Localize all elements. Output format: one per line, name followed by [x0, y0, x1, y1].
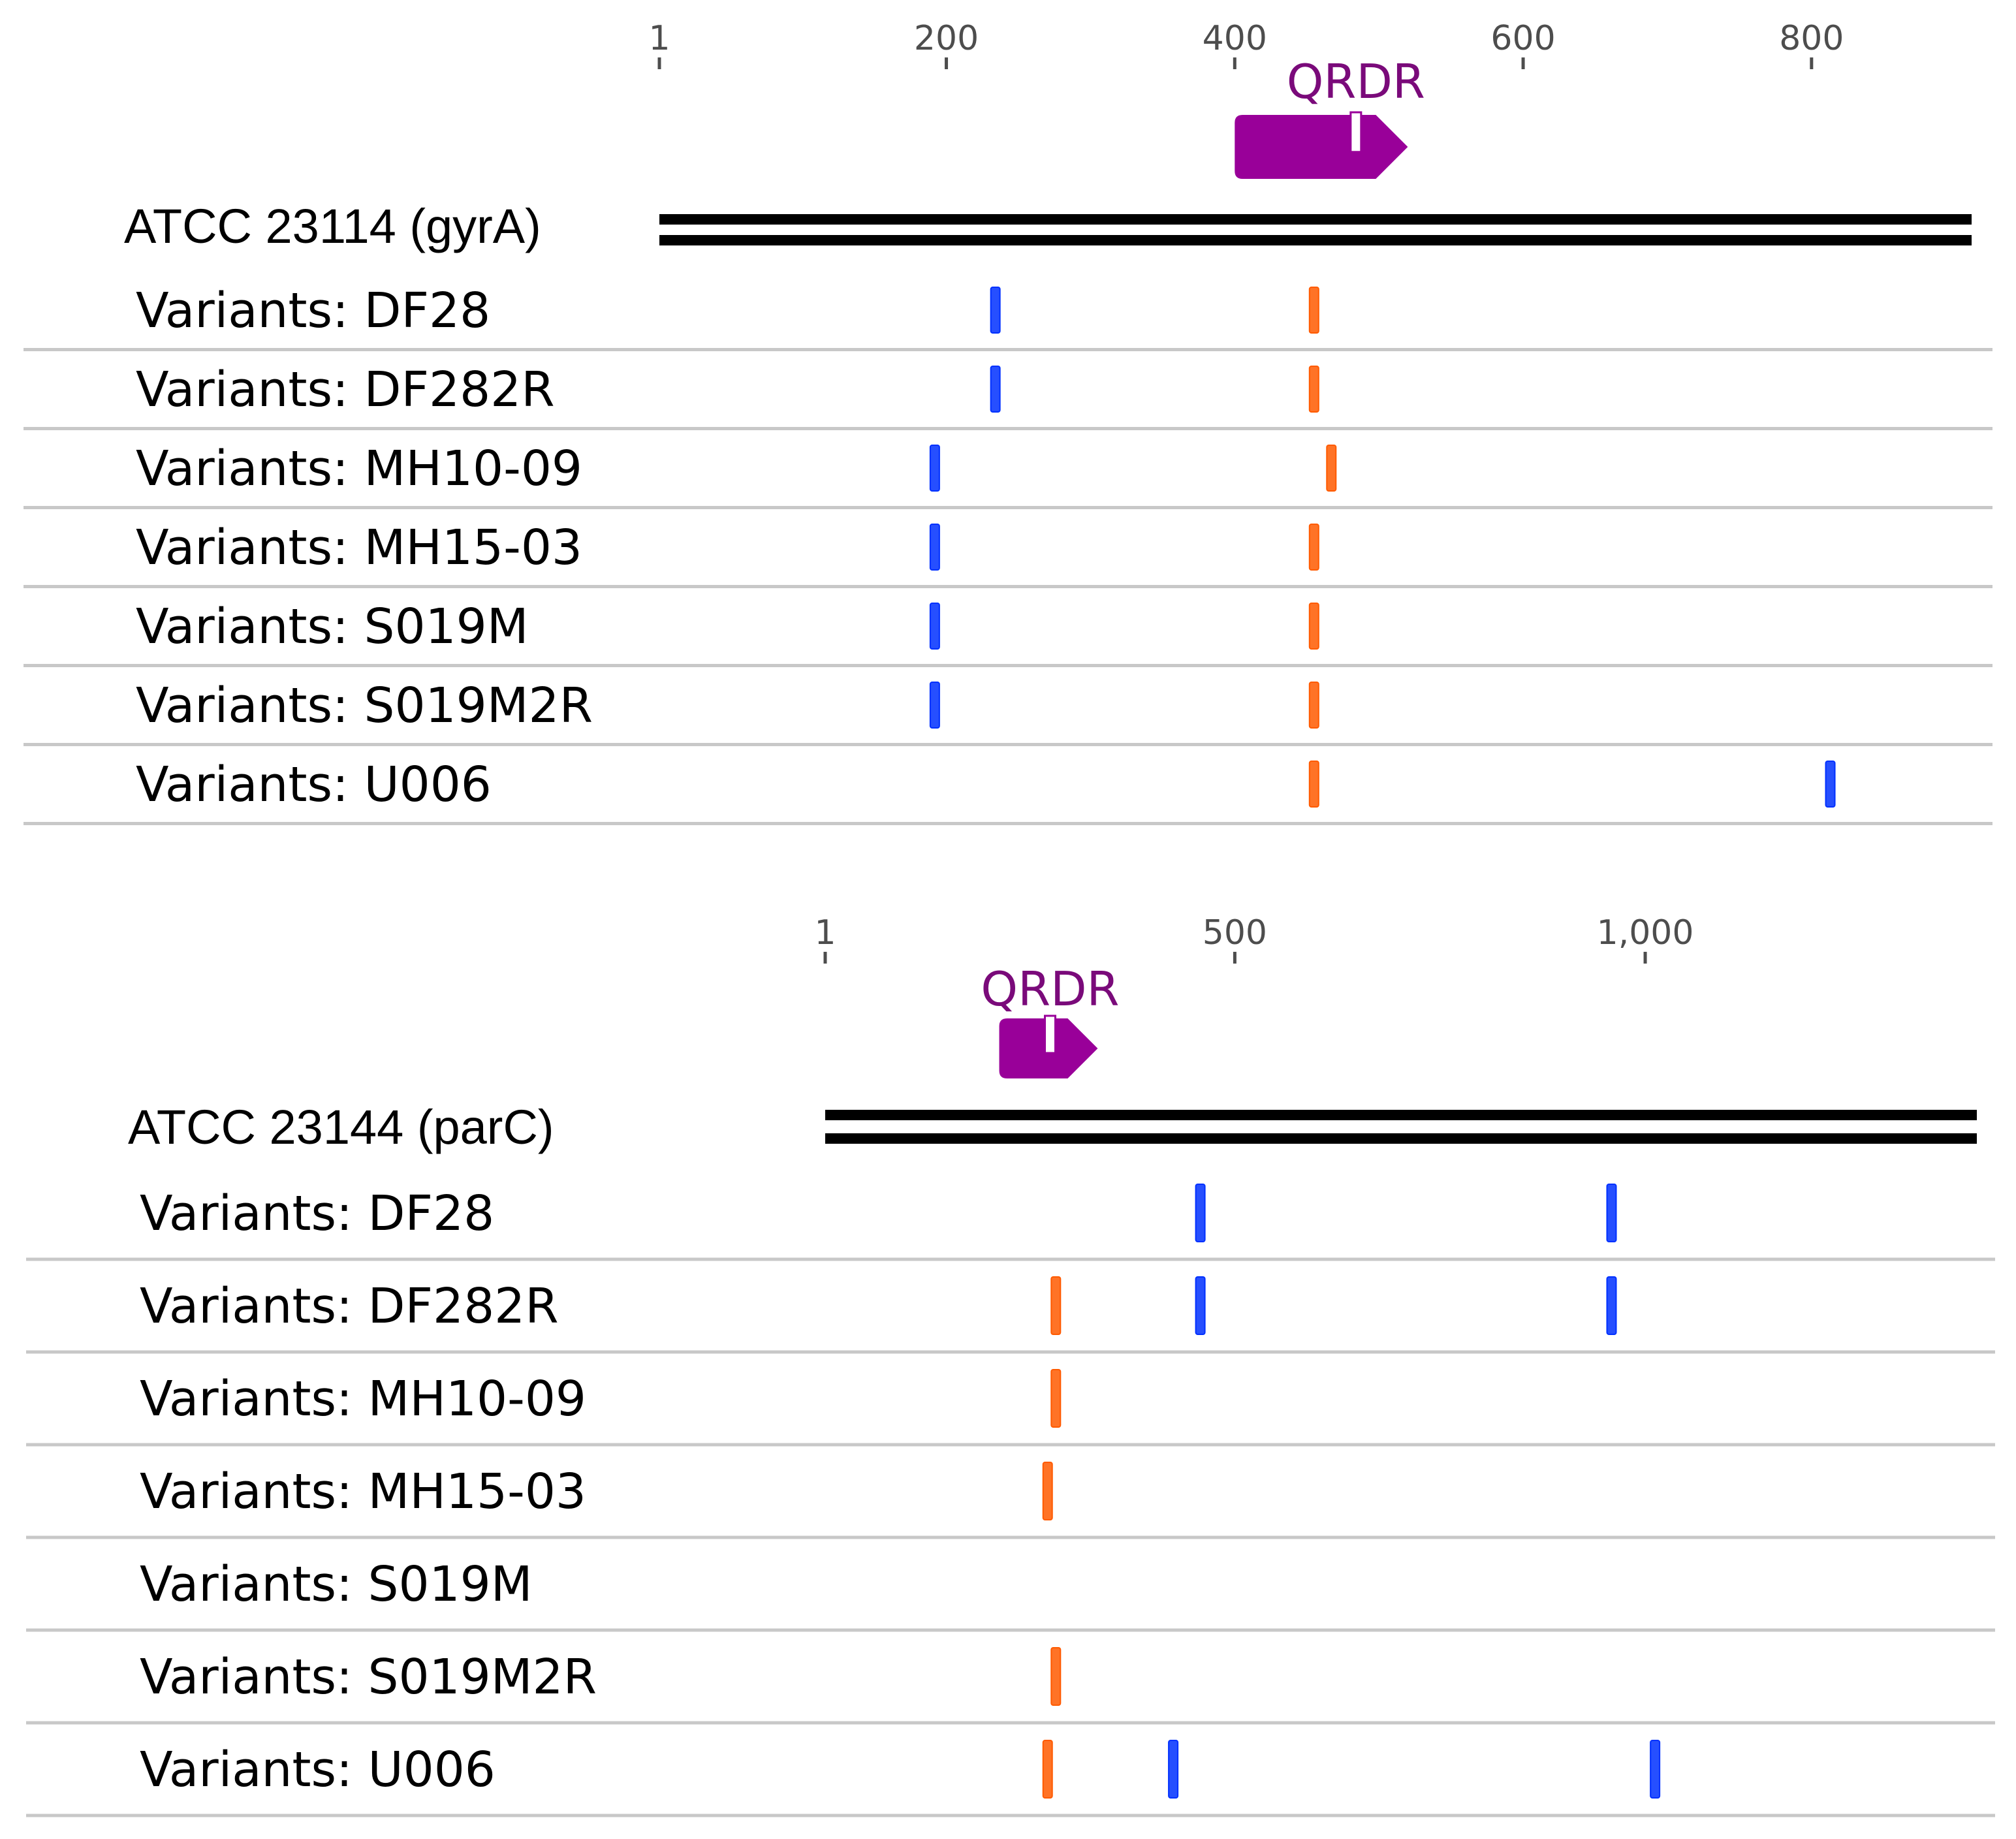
variant-mark: [1606, 1184, 1617, 1242]
variant-row-label: Variants: MH15-03: [140, 1464, 586, 1520]
variant-row-label: Variants: S019M: [140, 1556, 533, 1612]
variant-row-label: Variants: DF282R: [136, 362, 555, 418]
qrdr-label: QRDR: [981, 962, 1119, 1016]
variant-mark: [1606, 1276, 1617, 1335]
variant-row-label: Variants: S019M2R: [140, 1649, 597, 1705]
axis-tick-label: 800: [1779, 19, 1844, 58]
reference-label: ATCC 23144 (parC): [128, 1100, 554, 1154]
reference-line-top: [825, 1110, 1977, 1120]
substitution-mark: [1308, 366, 1319, 413]
variant-row: Variants: DF282R: [24, 362, 1992, 430]
variant-mark: [1195, 1184, 1206, 1242]
variant-row: Variants: DF28: [24, 283, 1992, 351]
variant-mark: [990, 366, 1001, 413]
axis-tick-label: 1: [814, 913, 836, 952]
variant-mark: [1195, 1276, 1206, 1335]
variant-mark: [1650, 1740, 1661, 1799]
panel-1: 1 200 400 600 800 QRDR ATCC 23114 (gyrA) Varian…: [24, 19, 1992, 825]
axis-tick-label: 400: [1203, 19, 1267, 58]
variant-mark: [929, 682, 940, 729]
variant-row: Variants: S019M2R: [24, 678, 1992, 746]
axis-tick-label: 1: [648, 19, 670, 58]
reference-line-bottom: [659, 235, 1972, 245]
variant-mark: [929, 524, 940, 571]
axis-tick-label: 600: [1490, 19, 1555, 58]
reference-label: ATCC 23114 (gyrA): [124, 199, 541, 253]
variant-row: Variants: U006: [26, 1740, 1995, 1817]
variant-row: Variants: U006: [24, 757, 1992, 825]
variant-row-label: Variants: DF28: [136, 283, 490, 339]
substitution-mark: [1042, 1740, 1053, 1799]
reference-line-bottom: [825, 1133, 1977, 1144]
axis-tick-label: 200: [914, 19, 979, 58]
reference-line-top: [659, 214, 1972, 225]
variant-row-label: Variants: MH15-03: [136, 520, 582, 576]
variant-row-label: Variants: U006: [140, 1742, 496, 1798]
qrdr-marker: [1349, 111, 1362, 153]
substitution-mark: [1050, 1369, 1062, 1428]
variant-mark: [1168, 1740, 1179, 1799]
qrdr-label: QRDR: [1287, 54, 1425, 109]
variant-row-label: Variants: U006: [136, 757, 492, 813]
variant-row: Variants: S019M2R: [26, 1647, 1995, 1725]
axis-tick-label: 500: [1203, 913, 1267, 952]
variant-row: Variants: DF28: [26, 1184, 1995, 1261]
variant-mark: [1825, 761, 1836, 808]
variant-row: Variants: MH15-03: [24, 520, 1992, 588]
panel-2: 1 500 1,000 QRDR ATCC 23144 (parC) Variants: …: [26, 913, 1995, 1817]
substitution-mark: [1308, 524, 1319, 571]
substitution-mark: [1308, 761, 1319, 808]
variant-mark: [990, 287, 1001, 334]
variant-row: Variants: MH10-09: [26, 1369, 1995, 1447]
substitution-mark: [1308, 287, 1319, 334]
substitution-mark: [1326, 445, 1337, 492]
qrdr-region-arrow: [1235, 115, 1408, 179]
variant-row: Variants: S019M: [24, 599, 1992, 667]
variant-mark: [929, 445, 940, 492]
variant-row-label: Variants: S019M: [136, 599, 529, 655]
axis-tick-label: 1,000: [1597, 913, 1694, 952]
substitution-mark: [1308, 603, 1319, 650]
variant-row: Variants: DF282R: [26, 1276, 1995, 1354]
variant-row-label: Variants: DF282R: [140, 1278, 559, 1334]
substitution-mark: [1308, 682, 1319, 729]
substitution-mark: [1050, 1647, 1062, 1706]
variant-row: Variants: S019M: [26, 1556, 1995, 1632]
variant-row: Variants: MH10-09: [24, 441, 1992, 509]
variant-row: Variants: MH15-03: [26, 1462, 1995, 1539]
variant-row-label: Variants: MH10-09: [136, 441, 582, 497]
substitution-mark: [1050, 1276, 1062, 1335]
variant-row-label: Variants: DF28: [140, 1186, 494, 1242]
qrdr-marker: [1044, 1014, 1057, 1054]
substitution-mark: [1042, 1462, 1053, 1520]
variant-row-label: Variants: S019M2R: [136, 678, 593, 734]
variant-mark: [929, 603, 940, 650]
variant-row-label: Variants: MH10-09: [140, 1371, 586, 1427]
